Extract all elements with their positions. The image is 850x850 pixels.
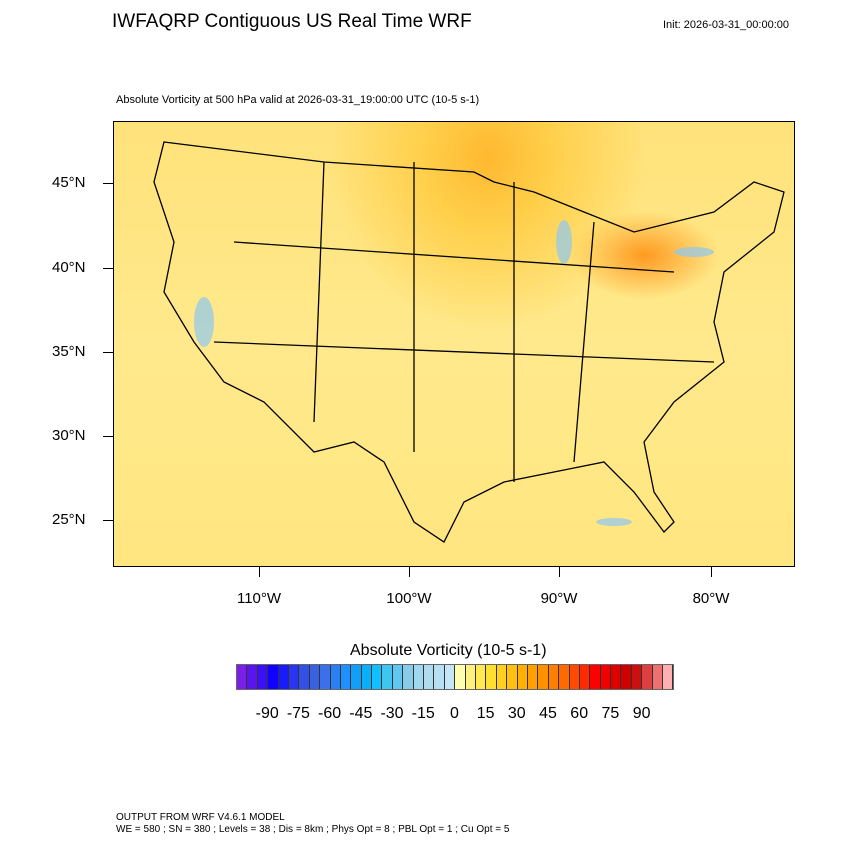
colorbar-label: -90 xyxy=(255,705,279,722)
lat-label: 45°N xyxy=(52,174,86,191)
colorbar-label: 30 xyxy=(507,705,526,722)
colorbar-swatch xyxy=(247,665,258,689)
lat-label: 30°N xyxy=(52,427,86,444)
tick xyxy=(103,520,113,521)
colorbar-swatch xyxy=(642,665,653,689)
colorbar-swatch xyxy=(299,665,310,689)
colorbar-swatch xyxy=(621,665,632,689)
colorbar-label: 45 xyxy=(539,705,557,722)
colorbar-label: 60 xyxy=(570,705,589,722)
tick xyxy=(711,567,712,577)
colorbar-swatch xyxy=(444,665,456,689)
colorbar-swatch xyxy=(424,665,435,689)
colorbar-swatch xyxy=(590,665,601,689)
colorbar-swatch xyxy=(278,665,289,689)
colorbar-swatch xyxy=(663,665,674,689)
colorbar-swatch xyxy=(288,665,300,689)
colorbar-swatch xyxy=(569,665,580,689)
us-outline xyxy=(153,141,785,543)
lon-label: 80°W xyxy=(692,590,730,607)
lat-label: 40°N xyxy=(52,259,86,276)
colorbar-swatch xyxy=(320,665,331,689)
colorbar-label: -75 xyxy=(286,705,310,722)
colorbar-label: 90 xyxy=(632,705,651,722)
colorbar-swatch xyxy=(600,665,612,689)
tick xyxy=(103,183,113,184)
colorbar-swatch xyxy=(538,665,549,689)
footer-model: OUTPUT FROM WRF V4.6.1 MODEL xyxy=(116,812,285,823)
colorbar-swatch xyxy=(309,665,321,689)
colorbar-label: 15 xyxy=(476,705,495,722)
tick xyxy=(259,567,260,577)
colorbar-swatch xyxy=(631,665,643,689)
colorbar-swatch xyxy=(486,665,497,689)
colorbar-label: -60 xyxy=(318,705,342,722)
footer-config: WE = 580 ; SN = 380 ; Levels = 38 ; Dis … xyxy=(116,824,510,835)
colorbar-label: 0 xyxy=(449,705,459,722)
colorbar-swatch xyxy=(351,665,362,689)
colorbar-swatch xyxy=(372,665,383,689)
colorbar-swatch xyxy=(403,665,414,689)
colorbar-swatch xyxy=(361,665,373,689)
colorbar-swatch xyxy=(465,665,476,689)
colorbar-label: -45 xyxy=(349,705,373,722)
tick xyxy=(103,268,113,269)
tick xyxy=(559,567,560,577)
lat-label: 25°N xyxy=(52,511,86,528)
colorbar-swatch xyxy=(455,665,466,689)
lat-label: 35°N xyxy=(52,343,86,360)
colorbar-swatch xyxy=(257,665,269,689)
colorbar-swatch xyxy=(268,665,279,689)
colorbar-swatch xyxy=(413,665,425,689)
colorbar-label: 75 xyxy=(601,705,620,722)
lon-label: 100°W xyxy=(386,590,432,607)
colorbar-swatch xyxy=(237,665,248,689)
colorbar-swatch xyxy=(496,665,508,689)
colorbar-label: -30 xyxy=(380,705,404,722)
plot-subtitle: Absolute Vorticity at 500 hPa valid at 2… xyxy=(116,94,480,106)
colorbar-swatch xyxy=(517,665,528,689)
colorbar-swatch xyxy=(548,665,560,689)
colorbar xyxy=(236,664,675,690)
colorbar-title: Absolute Vorticity (10-5 s-1) xyxy=(350,642,547,659)
lon-label: 90°W xyxy=(540,590,578,607)
colorbar-swatch xyxy=(507,665,518,689)
colorbar-swatch xyxy=(340,665,352,689)
colorbar-label: -15 xyxy=(411,705,435,722)
colorbar-swatch xyxy=(579,665,591,689)
tick xyxy=(409,567,410,577)
lon-label: 110°W xyxy=(236,590,282,607)
colorbar-swatch xyxy=(475,665,487,689)
init-time: Init: 2026-03-31_00:00:00 xyxy=(663,19,789,31)
main-title: IWFAQRP Contiguous US Real Time WRF xyxy=(112,11,472,32)
colorbar-swatch xyxy=(330,665,341,689)
vorticity-map xyxy=(113,121,795,567)
colorbar-swatch xyxy=(382,665,393,689)
colorbar-swatch xyxy=(652,665,664,689)
colorbar-swatch xyxy=(527,665,539,689)
colorbar-swatch xyxy=(559,665,570,689)
tick xyxy=(103,436,113,437)
tick xyxy=(103,352,113,353)
colorbar-swatch xyxy=(392,665,404,689)
colorbar-swatch xyxy=(434,665,445,689)
colorbar-swatch xyxy=(611,665,622,689)
